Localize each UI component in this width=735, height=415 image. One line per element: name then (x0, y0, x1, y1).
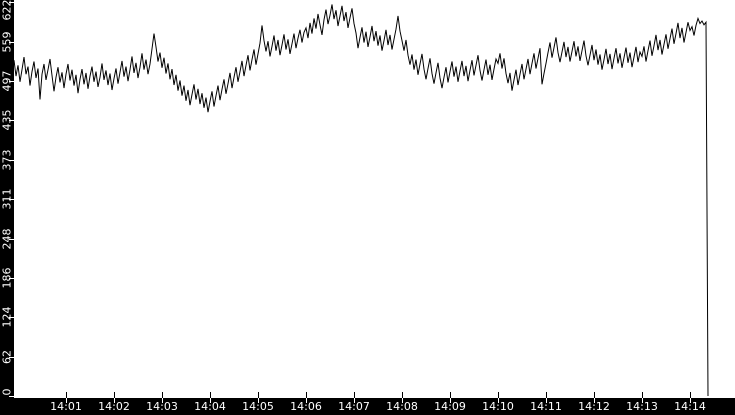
x-axis-tick-lower (66, 398, 67, 403)
x-axis-tick-lower (258, 398, 259, 403)
x-axis-label: 14:03 (146, 400, 178, 413)
x-axis-tick-upper (498, 392, 499, 398)
x-axis-tick-lower (306, 398, 307, 403)
y-axis-tick (9, 357, 14, 358)
x-axis-tick-lower (642, 398, 643, 403)
plot-area (13, 4, 709, 397)
x-axis-tick-upper (306, 392, 307, 398)
x-axis-tick-lower (546, 398, 547, 403)
x-axis-tick-lower (594, 398, 595, 403)
x-axis-tick-lower (402, 398, 403, 403)
x-axis-tick-lower (690, 398, 691, 403)
x-axis-label: 14:14 (674, 400, 706, 413)
x-axis-tick-lower (498, 398, 499, 403)
y-axis-tick (9, 239, 14, 240)
x-axis-label: 14:04 (194, 400, 226, 413)
x-axis-tick-lower (114, 398, 115, 403)
x-axis-tick-upper (546, 392, 547, 398)
y-axis-tick (9, 120, 14, 121)
y-axis-tick (9, 2, 14, 3)
x-axis-tick-upper (210, 392, 211, 398)
x-axis-label: 14:10 (482, 400, 514, 413)
y-axis-tick (9, 42, 14, 43)
x-axis-label: 14:11 (530, 400, 562, 413)
x-axis-tick-upper (594, 392, 595, 398)
x-axis-label: 14:06 (290, 400, 322, 413)
y-axis-tick (9, 199, 14, 200)
y-axis-tick (9, 317, 14, 318)
y-axis-label: 622 (0, 0, 14, 21)
x-axis-tick-lower (450, 398, 451, 403)
x-axis-label: 14:09 (434, 400, 466, 413)
x-axis-tick-upper (66, 392, 67, 398)
x-axis-tick-upper (354, 392, 355, 398)
x-axis-bar (0, 398, 735, 415)
x-axis-tick-upper (690, 392, 691, 398)
y-axis-tick (9, 396, 14, 397)
x-axis-tick-upper (162, 392, 163, 398)
x-axis-tick-lower (210, 398, 211, 403)
x-axis-tick-upper (642, 392, 643, 398)
x-axis-label: 14:05 (242, 400, 274, 413)
series-line (13, 4, 709, 397)
x-axis-label: 14:02 (98, 400, 130, 413)
x-axis-tick-upper (258, 392, 259, 398)
x-axis-tick-upper (114, 392, 115, 398)
y-axis-label: 0 (0, 388, 14, 396)
x-axis-tick-upper (402, 392, 403, 398)
y-axis-tick (9, 278, 14, 279)
x-axis-label: 14:13 (626, 400, 658, 413)
y-axis-tick (9, 160, 14, 161)
x-axis-label: 14:12 (578, 400, 610, 413)
x-axis-tick-lower (162, 398, 163, 403)
x-axis-tick-upper (450, 392, 451, 398)
x-axis-tick-lower (354, 398, 355, 403)
y-axis-bar (0, 0, 14, 398)
x-axis-label: 14:01 (50, 400, 82, 413)
x-axis-label: 14:08 (386, 400, 418, 413)
x-axis-label: 14:07 (338, 400, 370, 413)
y-axis-tick (9, 81, 14, 82)
